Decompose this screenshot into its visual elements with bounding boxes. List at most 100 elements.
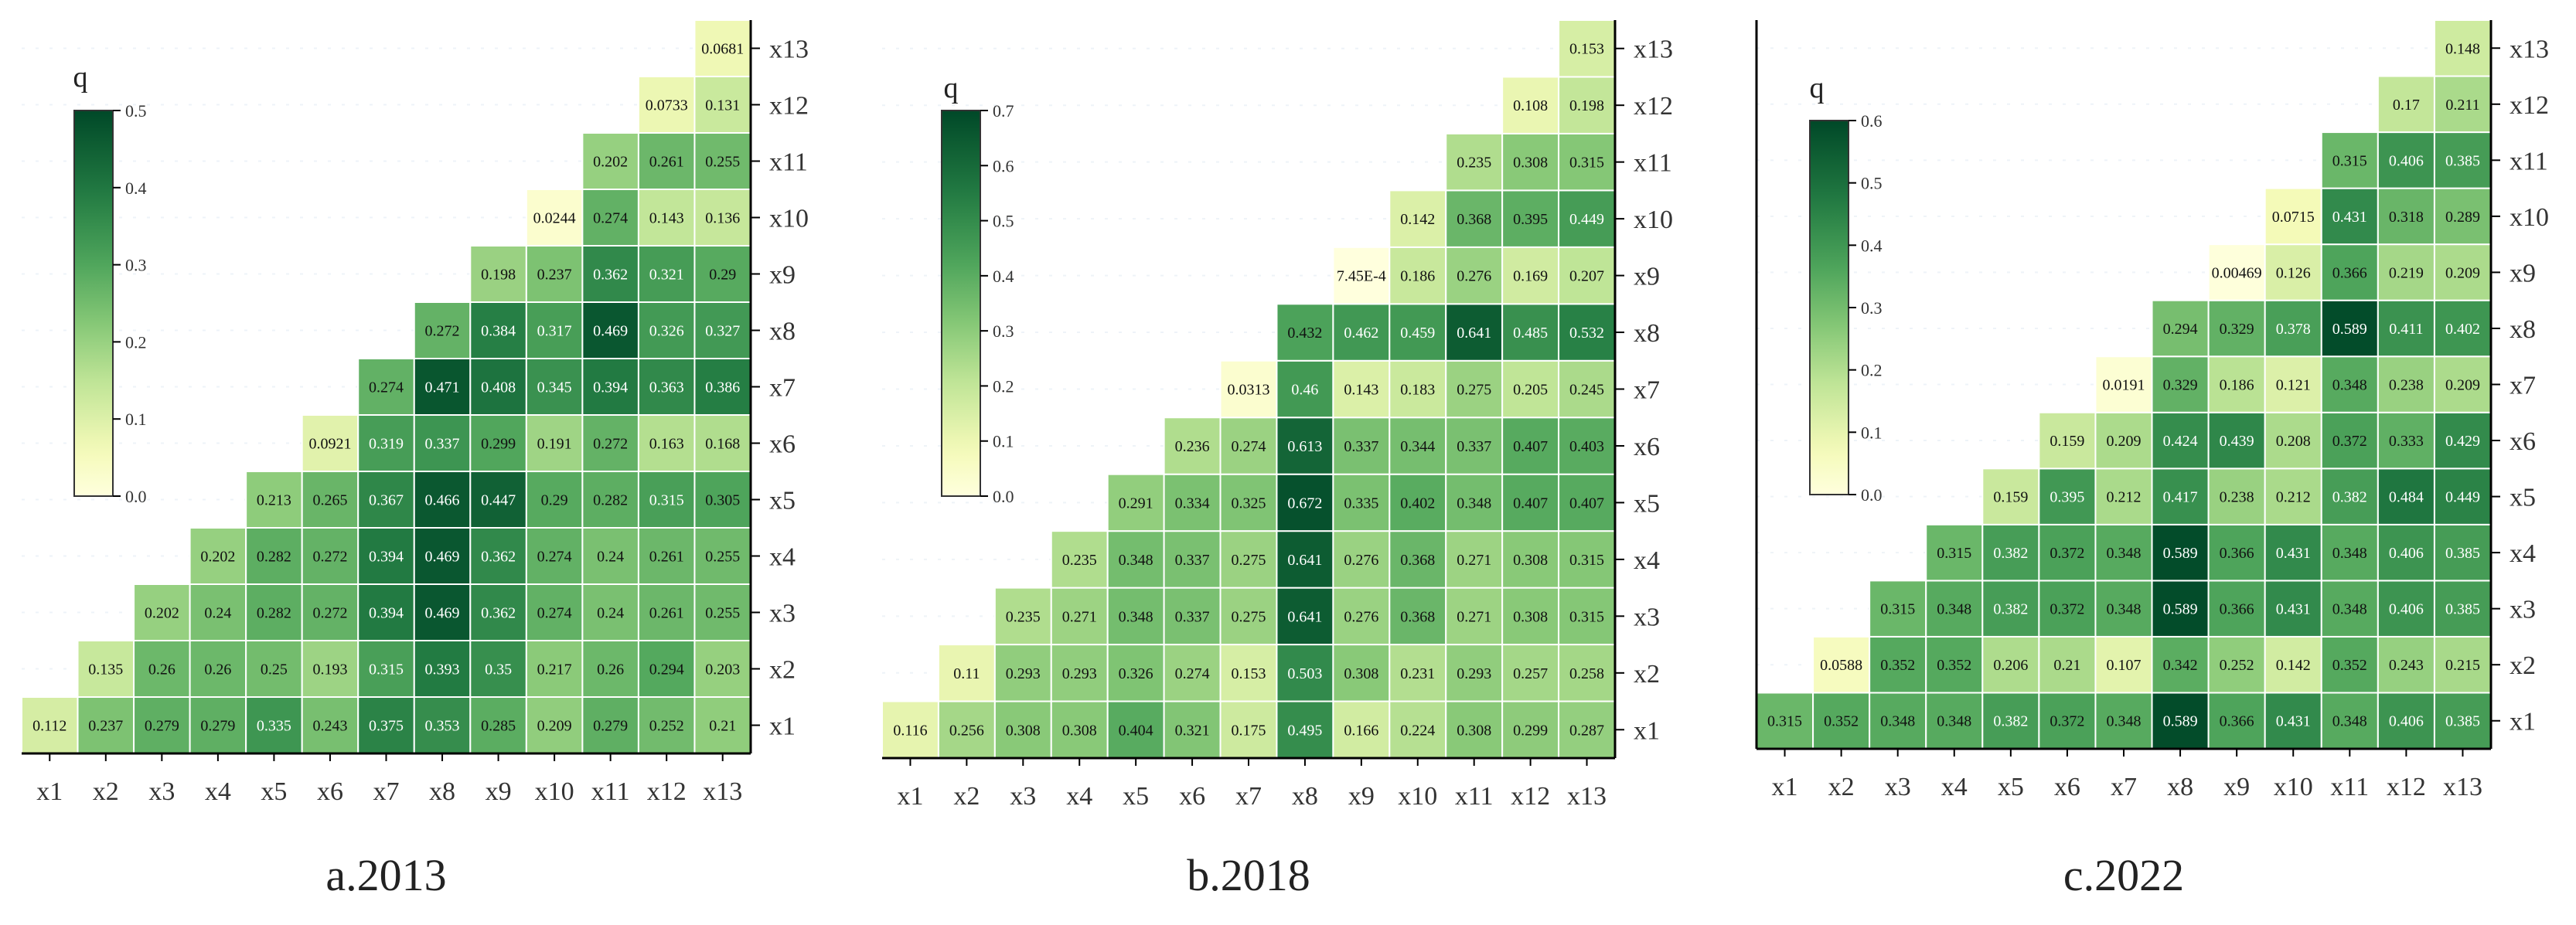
- cell-value-label: 0.329: [2163, 377, 2198, 394]
- heatmap-cell: [1501, 76, 1560, 134]
- heatmap-cell: [2038, 468, 2097, 525]
- cell-value-label: 0.186: [1400, 268, 1435, 285]
- heatmap-cell: [2264, 692, 2322, 750]
- y-tick-label: x8: [1634, 319, 1660, 348]
- cell-value-label: 0.29: [541, 492, 568, 509]
- cell-value-label: 0.308: [1513, 608, 1548, 625]
- cell-value-label: 0.276: [1344, 608, 1378, 625]
- heatmap-cell: [1501, 132, 1560, 192]
- y-tick-label: x11: [769, 148, 808, 177]
- heatmap-cell: [693, 132, 752, 190]
- heatmap-cell: [1869, 635, 1927, 694]
- cell-value-label: 0.121: [2276, 377, 2311, 394]
- cell-value-label: 0.366: [2220, 713, 2254, 730]
- cell-value-label: 0.198: [481, 267, 516, 284]
- x-tick-label: x2: [93, 777, 119, 806]
- y-tick-label: x3: [769, 600, 796, 628]
- cell-value-label: 0.469: [425, 605, 460, 622]
- heatmap-cell: [1445, 417, 1504, 475]
- cell-value-label: 0.274: [1232, 438, 1266, 455]
- heatmap-cell: [2094, 523, 2153, 582]
- heatmap-cell: [2320, 243, 2379, 301]
- cell-value-label: 0.207: [1569, 268, 1604, 285]
- heatmap-cell: [1445, 189, 1504, 248]
- heatmap-cell: [525, 414, 584, 472]
- heatmap-cell: [993, 644, 1052, 702]
- cell-value-label: 0.0681: [701, 41, 744, 58]
- x-tick-label: x5: [261, 777, 287, 806]
- cell-value-label: 0.25: [261, 661, 288, 678]
- heatmap-cell: [1558, 303, 1616, 362]
- heatmap-cell: [2038, 635, 2097, 694]
- cell-value-label: 0.205: [1513, 382, 1548, 399]
- cell-value-label: 0.209: [2445, 377, 2480, 394]
- cell-value-label: 0.299: [1513, 722, 1548, 739]
- x-tick-label: x7: [373, 777, 400, 806]
- heatmap-cell: [189, 640, 247, 698]
- heatmap-cell: [1276, 303, 1334, 362]
- cell-value-label: 0.315: [369, 661, 404, 678]
- heatmap-cell: [2151, 411, 2210, 470]
- heatmap-cell: [1389, 473, 1447, 532]
- heatmap-cell: [189, 527, 247, 585]
- cell-value-label: 0.466: [425, 492, 460, 509]
- cell-value-label: 0.363: [649, 379, 684, 396]
- cell-value-label: 0.385: [2445, 601, 2480, 618]
- heatmap-cell: [2320, 635, 2379, 694]
- cell-value-label: 0.143: [649, 210, 684, 227]
- heatmap-cell: [1276, 417, 1334, 475]
- colorbar-tick-label: 0.2: [993, 376, 1014, 396]
- y-tick-label: x7: [1634, 376, 1660, 405]
- cell-value-label: 0.362: [593, 267, 628, 284]
- cell-value-label: 0.372: [2050, 601, 2084, 618]
- x-tick-label: x2: [1828, 773, 1855, 801]
- heatmap-panel-2: 0.116 0.256 0.308 0.308 0.404 0.321 0.175 0.495…: [881, 19, 1673, 900]
- cell-value-label: 0.382: [1993, 713, 2028, 730]
- cell-value-label: 0.362: [481, 605, 516, 622]
- colorbar-title: q: [944, 72, 959, 104]
- cell-value-label: 0.235: [1457, 155, 1491, 172]
- cell-value-label: 0.148: [2445, 40, 2480, 57]
- x-tick-label: x9: [2223, 773, 2250, 801]
- cell-value-label: 0.261: [649, 154, 684, 171]
- cell-value-label: 0.368: [1400, 552, 1435, 569]
- cell-value-label: 0.319: [369, 436, 404, 453]
- heatmap-cell: [1050, 644, 1109, 702]
- y-tick-label: x5: [1634, 489, 1660, 518]
- y-tick-label: x6: [769, 430, 796, 459]
- x-tick-label: x12: [1511, 782, 1550, 811]
- cell-value-label: 0.385: [2445, 152, 2480, 169]
- heatmap-cell: [2377, 580, 2435, 638]
- y-tick-label: x5: [2510, 484, 2536, 512]
- cell-value-label: 0.484: [2389, 489, 2424, 506]
- cell-value-label: 0.126: [2276, 264, 2311, 281]
- cell-value-label: 0.326: [1119, 665, 1153, 682]
- y-tick-label: x10: [1634, 206, 1673, 234]
- panel-caption: b.2018: [1187, 850, 1310, 900]
- y-tick-label: x7: [769, 374, 796, 403]
- cell-value-label: 0.0921: [308, 436, 351, 453]
- cell-value-label: 0.393: [425, 661, 460, 678]
- heatmap-cell: [2264, 243, 2322, 301]
- cell-value-label: 0.429: [2445, 433, 2480, 450]
- heatmap-cell: [2433, 299, 2493, 358]
- heatmap-cell: [1219, 473, 1278, 532]
- x-tick-label: x5: [1123, 782, 1149, 811]
- heatmap-cell: [2264, 355, 2322, 413]
- x-tick-label: x1: [36, 777, 63, 806]
- x-tick-label: x13: [1567, 782, 1607, 811]
- cell-value-label: 0.271: [1062, 608, 1097, 625]
- cell-value-label: 0.335: [257, 718, 291, 735]
- cell-value-label: 0.315: [1569, 608, 1604, 625]
- heatmap-cell: [357, 696, 415, 754]
- cell-value-label: 0.258: [1569, 665, 1604, 682]
- heatmap-cell: [1925, 523, 1984, 582]
- cell-value-label: 0.169: [1513, 268, 1548, 285]
- cell-value-label: 0.613: [1287, 438, 1322, 455]
- heatmap-cell: [2433, 411, 2493, 470]
- cell-value-label: 0.321: [1175, 722, 1210, 739]
- cell-value-label: 0.202: [593, 154, 628, 171]
- x-tick-label: x3: [1010, 782, 1036, 811]
- heatmap-cell: [1332, 246, 1391, 305]
- cell-value-label: 0.403: [1569, 438, 1604, 455]
